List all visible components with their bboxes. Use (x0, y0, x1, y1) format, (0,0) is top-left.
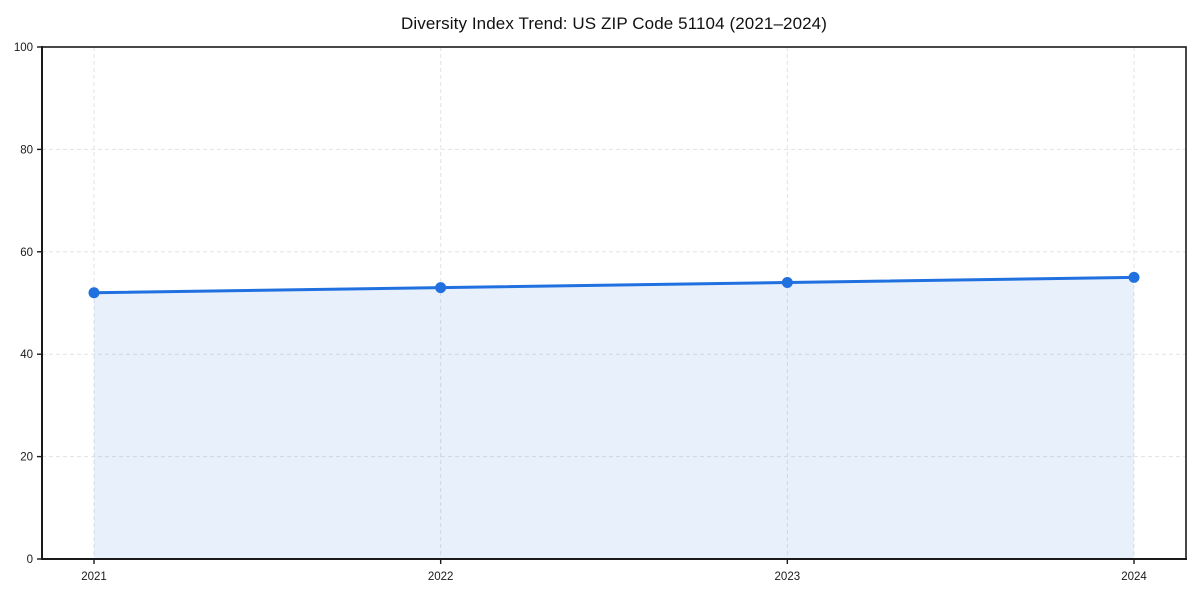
trend-line (92, 275, 1136, 295)
data-point-marker (1128, 271, 1140, 283)
x-tick-label: 2024 (1121, 571, 1147, 583)
data-point-marker (88, 287, 100, 299)
area-fill (94, 277, 1134, 559)
x-tick-label: 2022 (428, 571, 454, 583)
data-point-marker (781, 277, 793, 289)
y-tick-label: 80 (20, 144, 33, 156)
y-tick-label: 60 (20, 247, 33, 259)
y-tick-label: 0 (27, 554, 33, 566)
x-tick-label: 2021 (81, 571, 107, 583)
x-tick-label: 2023 (775, 571, 801, 583)
y-tick-label: 100 (14, 42, 33, 54)
data-point-marker (435, 282, 447, 294)
y-tick-label: 20 (20, 452, 33, 464)
chart-title: Diversity Index Trend: US ZIP Code 51104… (400, 14, 828, 33)
y-tick-label: 40 (20, 349, 33, 361)
